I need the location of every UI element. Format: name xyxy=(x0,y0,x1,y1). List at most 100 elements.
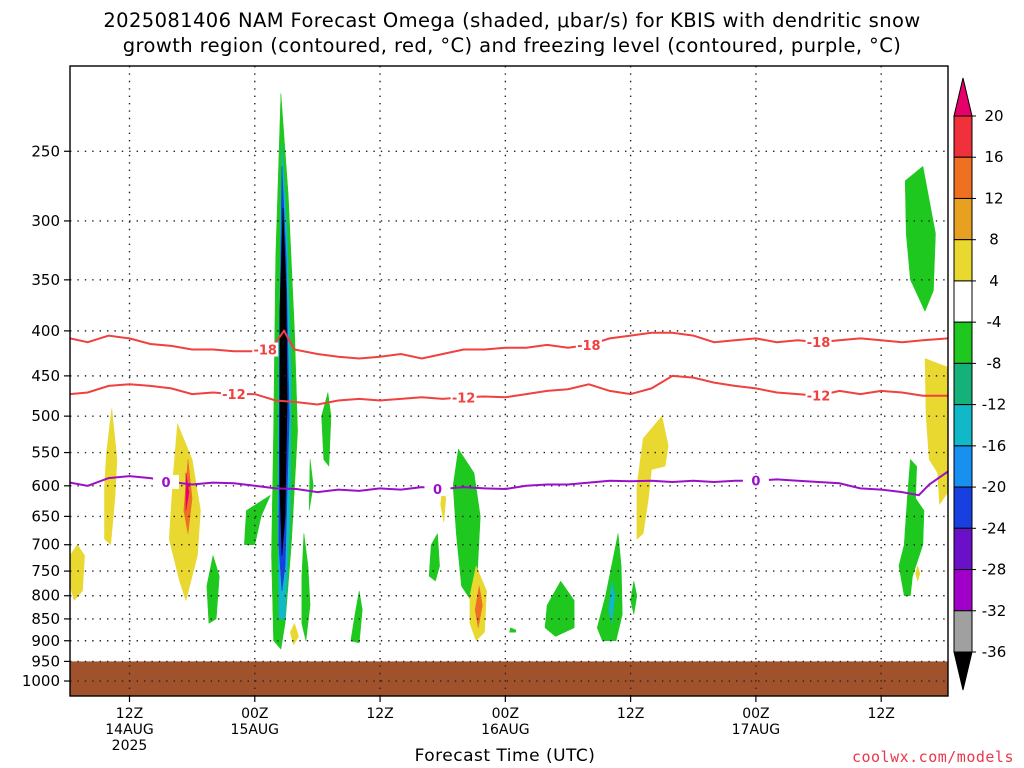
y-tick-label: 500 xyxy=(31,407,60,425)
colorbar-swatch xyxy=(953,569,973,612)
chart-title-line-1: 2025081406 NAM Forecast Omega (shaded, μ… xyxy=(103,9,921,32)
x-tick-label: 12Z xyxy=(617,706,644,722)
x-axis-title: Forecast Time (UTC) xyxy=(414,746,596,766)
x-tick-label: 00Z xyxy=(241,706,268,722)
colorbar-swatch xyxy=(953,610,973,653)
y-tick-label: 550 xyxy=(31,444,60,462)
contour-label-bg xyxy=(153,474,180,489)
contour-label: 0 xyxy=(751,475,760,490)
y-tick-label: 600 xyxy=(31,477,60,495)
omega-area xyxy=(104,408,118,546)
y-tick-label: 450 xyxy=(31,367,60,385)
colorbar-top-arrow xyxy=(953,77,973,117)
y-tick-label: 400 xyxy=(31,322,60,340)
y-tick-label: 800 xyxy=(31,587,60,605)
plot-frame xyxy=(69,65,949,697)
contour-label: -18 xyxy=(807,336,831,351)
y-tick-label: 1000 xyxy=(22,672,60,690)
colorbar-swatch xyxy=(953,362,973,406)
omega-area xyxy=(185,472,190,511)
contour-label: -12 xyxy=(452,391,476,406)
credit-text: coolwx.com/models xyxy=(851,748,1014,766)
contour-label-bg xyxy=(450,390,477,405)
colorbar: 20 16 12 8 4 -4 -8 -12 -16 -20 -24 -28 -32 -36 xyxy=(953,77,1007,691)
colorbar-swatch xyxy=(953,280,973,323)
y-tick-label: 850 xyxy=(31,610,60,628)
x-tick-label: 14AUG xyxy=(105,722,154,738)
contour-label: -18 xyxy=(577,339,601,354)
colorbar-label: 4 xyxy=(989,272,999,290)
omega-area xyxy=(924,358,948,506)
y-tick-label: 650 xyxy=(31,507,60,525)
y-tick-label: 700 xyxy=(31,536,60,554)
x-tick-label: 12Z xyxy=(867,706,894,722)
contour-label-bg xyxy=(805,335,832,350)
omega-area xyxy=(428,532,440,582)
omega-area xyxy=(301,533,311,641)
colorbar-label: -36 xyxy=(982,643,1007,661)
colorbar-swatch xyxy=(953,486,973,529)
contour-label-bg xyxy=(220,387,247,402)
contour-label-bg xyxy=(575,337,602,352)
ground-layer xyxy=(70,661,948,696)
omega-area xyxy=(608,581,616,624)
colorbar-label: 8 xyxy=(989,231,999,249)
omega-area xyxy=(898,458,925,596)
y-tick-label: 300 xyxy=(31,212,60,230)
y-tick-label: 350 xyxy=(31,271,60,289)
omega-area xyxy=(279,207,288,556)
contour-line xyxy=(70,470,948,497)
y-tick-label: 950 xyxy=(31,652,60,670)
contour-line xyxy=(70,329,948,360)
colorbar-label: -32 xyxy=(982,602,1007,620)
omega-area xyxy=(904,165,936,312)
omega-area xyxy=(915,565,921,583)
colorbar-label: 20 xyxy=(984,107,1003,125)
contour-label-bg xyxy=(252,342,279,357)
contour-label: -18 xyxy=(253,344,277,359)
contour-label-bg xyxy=(805,388,832,403)
x-tick-label: 12Z xyxy=(116,706,143,722)
x-tick-label: 00Z xyxy=(742,706,769,722)
colorbar-swatch xyxy=(953,156,973,199)
colorbar-swatch xyxy=(953,527,973,571)
colorbar-label: -28 xyxy=(982,561,1007,579)
colorbar-swatch xyxy=(953,321,973,364)
x-tick-label: 17AUG xyxy=(732,722,781,738)
contour-label: 0 xyxy=(433,483,442,498)
omega-area xyxy=(596,533,623,642)
contour-label: 0 xyxy=(162,476,171,491)
colorbar-label: -8 xyxy=(987,354,1002,372)
colorbar-label: -24 xyxy=(982,519,1007,537)
omega-area xyxy=(206,555,220,624)
colorbar-swatch xyxy=(953,115,973,158)
contour-line xyxy=(70,374,948,406)
x-tick-label: 2025 xyxy=(112,738,148,754)
colorbar-label: -20 xyxy=(982,478,1007,496)
x-tick-label: 16AUG xyxy=(481,722,530,738)
y-axis: 250 300 350 400 450 500 550 600 650 700 750 800 850 9… xyxy=(22,142,70,690)
colorbar-label: -12 xyxy=(982,396,1007,414)
grid-layer xyxy=(70,66,948,696)
omega-area xyxy=(474,586,483,628)
x-tick-label: 00Z xyxy=(492,706,519,722)
colorbar-label: 12 xyxy=(984,189,1003,207)
x-tick-label: 15AUG xyxy=(231,722,280,738)
omega-area xyxy=(290,622,299,646)
colorbar-swatch xyxy=(953,445,973,488)
y-tick-label: 250 xyxy=(31,142,60,160)
colorbar-label: 16 xyxy=(984,148,1003,166)
colorbar-swatch xyxy=(953,197,973,241)
omega-area xyxy=(244,494,271,545)
omega-area xyxy=(308,459,314,511)
colorbar-bottom-arrow xyxy=(953,651,973,691)
contour-label: -12 xyxy=(807,390,831,405)
ground-fill xyxy=(70,661,948,696)
colorbar-label: -16 xyxy=(982,437,1007,455)
omega-area xyxy=(321,392,332,467)
omega-area xyxy=(630,581,638,615)
x-tick-label: 12Z xyxy=(366,706,393,722)
omega-area xyxy=(509,627,517,633)
